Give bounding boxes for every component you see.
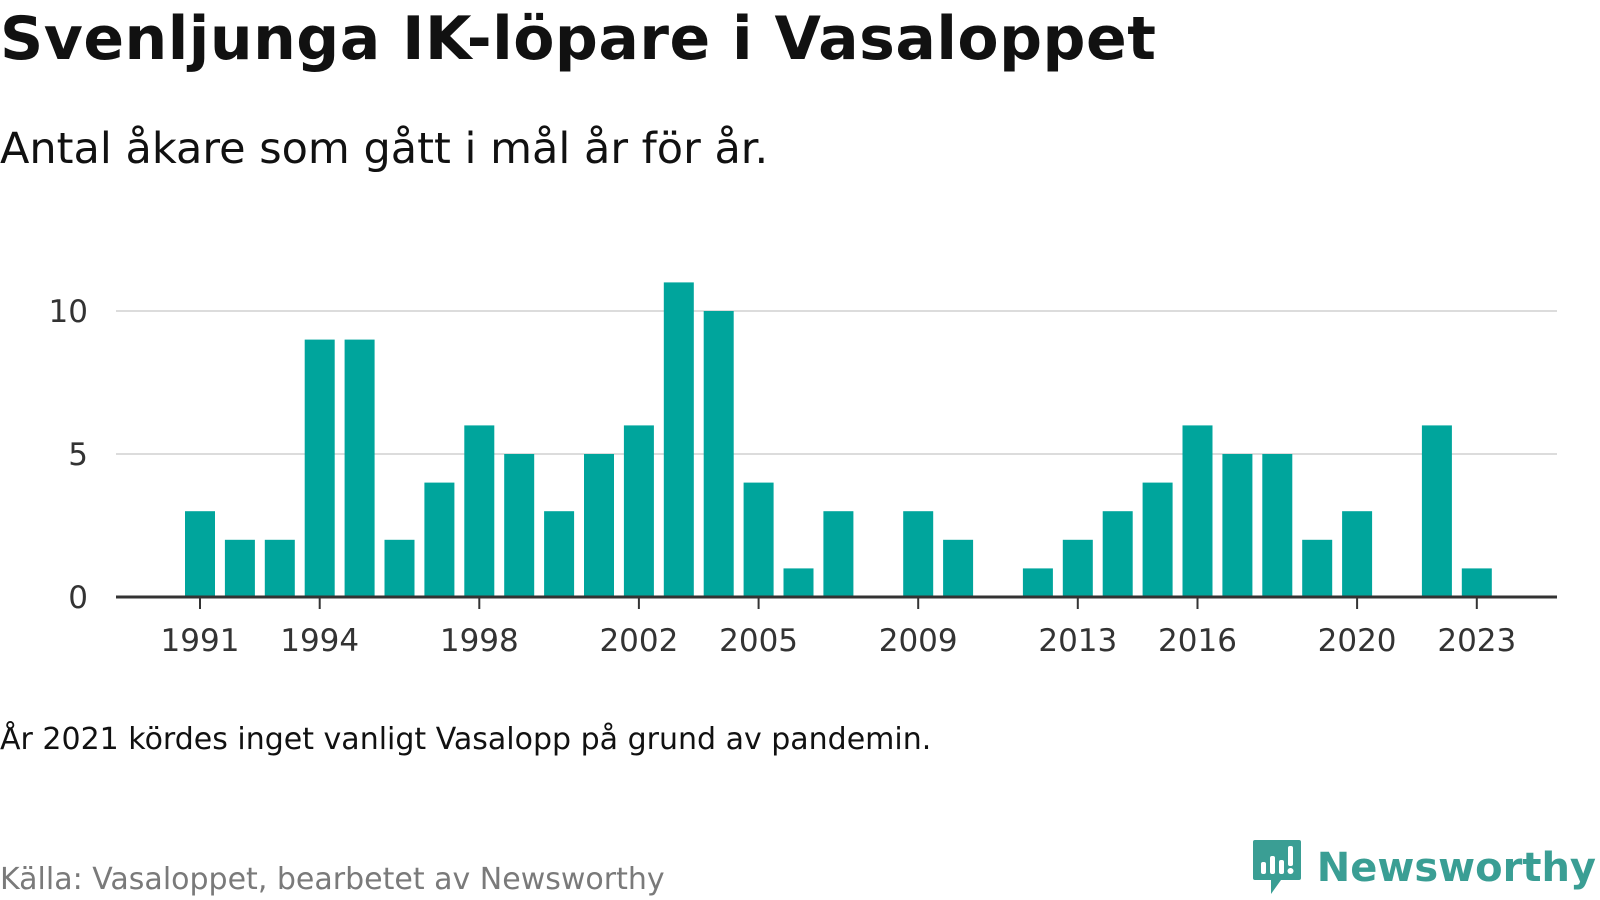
- x-tick-label: 2002: [599, 623, 678, 659]
- y-tick-label: 0: [68, 580, 88, 616]
- bar-2012: [1022, 568, 1053, 597]
- footnote: År 2021 kördes inget vanligt Vasalopp på…: [0, 722, 932, 757]
- bar-2022: [1421, 425, 1452, 597]
- bar-2002: [623, 425, 654, 597]
- bar-2017: [1222, 454, 1253, 597]
- bar-2006: [783, 568, 814, 597]
- bar-1999: [504, 454, 535, 597]
- bar-2009: [903, 511, 934, 597]
- bar-1995: [344, 339, 375, 597]
- source-text: Källa: Vasaloppet, bearbetet av Newswort…: [0, 862, 665, 897]
- axes: 0 5 10 1991 1994 1998 2002 2005 2009 2013 2016 2020…: [49, 294, 1557, 659]
- x-tick-label: 1994: [280, 623, 359, 659]
- bar-1996: [384, 539, 415, 597]
- bar-2015: [1142, 482, 1173, 597]
- x-tick-label: 2016: [1158, 623, 1237, 659]
- newsworthy-logo-icon: [1252, 840, 1301, 894]
- bar-2003: [663, 282, 694, 597]
- bar-2014: [1102, 511, 1133, 597]
- brand-logo: Newsworthy: [1251, 838, 1596, 898]
- bar-2023: [1461, 568, 1492, 597]
- x-tick-label: 2013: [1038, 623, 1117, 659]
- chart-title: Svenljunga IK-löpare i Vasaloppet: [0, 4, 1157, 74]
- x-tick-label: 2009: [879, 623, 958, 659]
- bar-2005: [743, 482, 774, 597]
- bar-2013: [1062, 539, 1093, 597]
- bar-1997: [424, 482, 455, 597]
- y-tick-label: 5: [68, 437, 88, 473]
- bar-2000: [544, 511, 575, 597]
- bar-2018: [1262, 454, 1293, 597]
- bar-2001: [584, 454, 614, 597]
- brand-name: Newsworthy: [1316, 845, 1596, 891]
- bar-1991: [185, 511, 215, 597]
- x-tick-label: 2005: [719, 623, 798, 659]
- x-tick-label: 1998: [440, 623, 519, 659]
- bars: [185, 282, 1492, 597]
- bar-2019: [1302, 539, 1333, 597]
- bar-2020: [1342, 511, 1373, 597]
- bar-2016: [1182, 425, 1213, 597]
- bar-1998: [464, 425, 495, 597]
- x-tick-label: 2020: [1318, 623, 1397, 659]
- bar-2004: [703, 311, 734, 597]
- bar-1992: [224, 539, 255, 597]
- bar-2010: [943, 539, 974, 597]
- bar-chart: 0 5 10 1991 1994 1998 2002 2005 2009 2013 2016 2020…: [49, 282, 1557, 659]
- chart-subtitle: Antal åkare som gått i mål år för år.: [0, 124, 769, 174]
- y-tick-label: 10: [49, 294, 88, 330]
- x-tick-label: 1991: [161, 623, 240, 659]
- bar-2007: [823, 511, 854, 597]
- bar-1993: [264, 539, 295, 597]
- bar-1994: [304, 339, 335, 597]
- x-tick-label: 2023: [1437, 623, 1516, 659]
